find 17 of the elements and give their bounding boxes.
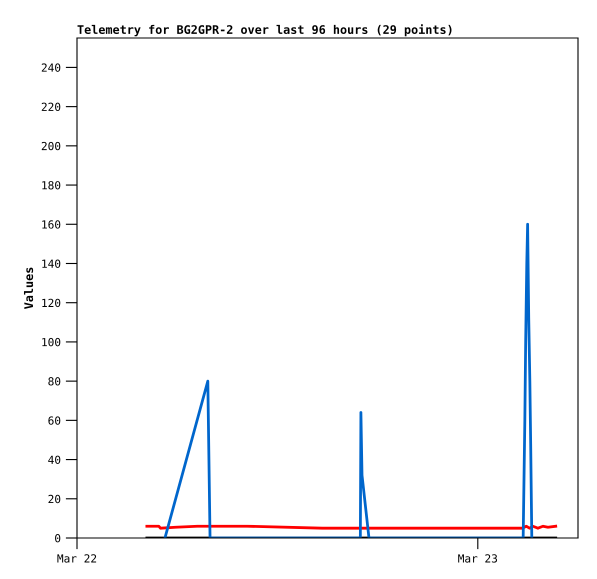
y-tick-label: 140 [42, 259, 60, 268]
y-axis-title: Values [24, 268, 34, 309]
chart-title: Telemetry for BG2GPR-2 over last 96 hours (29 points) [78, 24, 452, 36]
x-tick-label: Mar 22 [57, 554, 96, 563]
y-tick-label: 160 [42, 220, 60, 229]
y-tick-label: 200 [42, 142, 60, 150]
x-tick-label: Mar 23 [458, 554, 498, 563]
y-tick-label: 180 [42, 181, 60, 190]
y-tick-label: 120 [42, 298, 60, 308]
y-tick-label: 240 [42, 63, 60, 72]
y-tick-label: 80 [48, 377, 60, 386]
y-tick-label: 220 [42, 102, 60, 112]
y-tick-label: 0 [55, 534, 60, 542]
y-tick-label: 20 [48, 494, 60, 504]
y-tick-label: 60 [48, 416, 60, 425]
y-tick-label: 100 [42, 338, 60, 346]
y-tick-label: 40 [48, 456, 60, 464]
